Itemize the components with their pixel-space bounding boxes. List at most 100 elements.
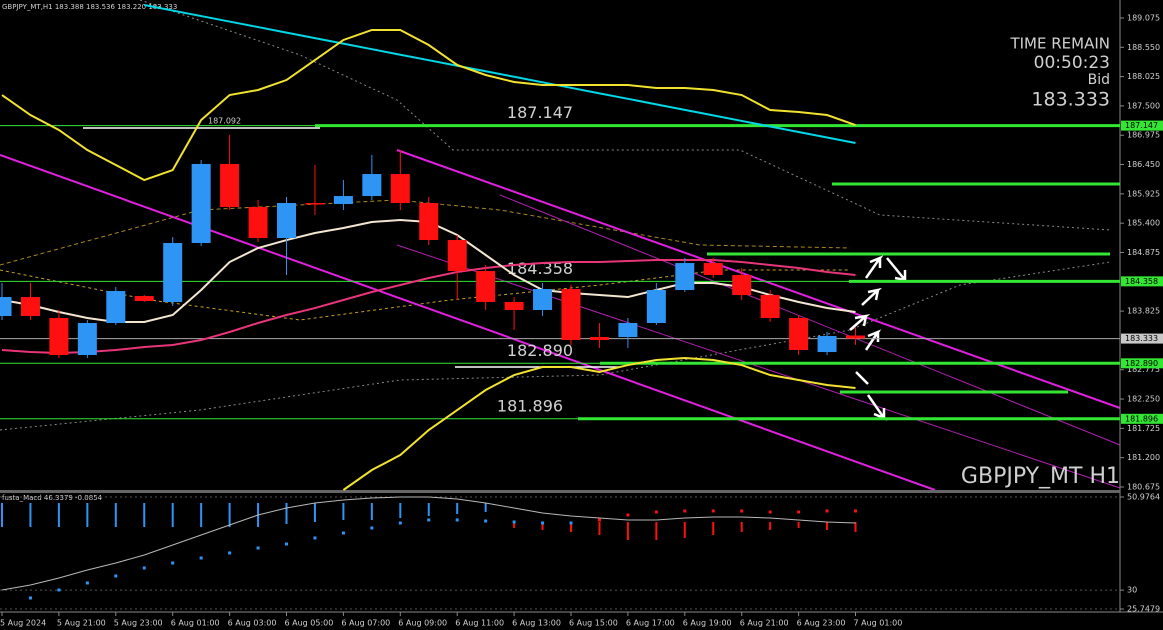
info-label: Bid (1088, 72, 1110, 88)
signal-dot (142, 566, 146, 570)
x-tick-label: 6 Aug 23:00 (797, 619, 846, 628)
signal-dot (313, 536, 317, 540)
axis-box (1121, 358, 1163, 369)
y-tick-label: 182.775 (1127, 365, 1160, 374)
candle-body (732, 275, 752, 296)
y-tick-label: 180.675 (1127, 482, 1160, 491)
candle-body (362, 174, 382, 197)
x-tick-label: 6 Aug 03:00 (228, 619, 277, 628)
arrow (861, 287, 883, 306)
candle-body (248, 207, 268, 239)
trend-line (396, 149, 1121, 409)
signal-dot (654, 510, 658, 514)
signal-dot (768, 510, 772, 514)
y-tick-label: 182.250 (1127, 395, 1160, 404)
axis-box-label: 181.896 (1125, 414, 1158, 423)
signal-dot (171, 561, 175, 565)
axis-box-label: 182.890 (1125, 359, 1158, 368)
signal-dot (285, 542, 288, 546)
candle-body (305, 203, 325, 205)
signal-dot (199, 556, 203, 560)
candle-body (561, 288, 581, 341)
x-tick-label: 6 Aug 17:00 (626, 619, 675, 628)
annotation: 187.092 (208, 117, 241, 126)
candle-body (447, 240, 467, 272)
indicator-line (144, 4, 856, 144)
signal-dot (256, 546, 260, 550)
trend-line (0, 154, 936, 491)
arrows (849, 255, 909, 421)
y-tick-label: 186.450 (1127, 160, 1160, 169)
candle-body (191, 163, 211, 243)
candle-body (789, 318, 809, 351)
signal-dot (455, 518, 459, 522)
signal-dot (541, 521, 545, 525)
x-tick-label: 7 Aug 01:00 (854, 619, 903, 628)
y-tick-label: 183.825 (1127, 307, 1160, 316)
subchart-title: fusta_Macd 46.3379 -0.0854 (2, 494, 103, 502)
y-tick-label: 186.975 (1127, 131, 1160, 140)
axis-box (1121, 333, 1163, 344)
info-value: 183.333 (1031, 89, 1110, 111)
signal-dot (370, 526, 374, 530)
y-tick-label: 188.025 (1127, 72, 1160, 81)
signal-dot (85, 581, 89, 585)
axis-box-label: 187.147 (1125, 121, 1158, 130)
arrow (866, 394, 888, 421)
x-tick-label: 6 Aug 07:00 (341, 619, 390, 628)
candle-body (618, 323, 638, 338)
x-tick-label: 6 Aug 15:00 (569, 619, 618, 628)
signal-dot (797, 510, 801, 514)
indicator-line (342, 357, 856, 491)
y-tick-label: 181.725 (1127, 424, 1160, 433)
x-tick-label: 6 Aug 01:00 (171, 619, 220, 628)
candle-body (0, 297, 12, 317)
x-tick-label: 6 Aug 11:00 (455, 619, 504, 628)
axis-box (1121, 120, 1163, 131)
indicator-line (1, 28, 856, 182)
x-tick-label: 5 Aug 21:00 (57, 619, 106, 628)
signal-dot (28, 596, 32, 600)
arrow (864, 329, 882, 351)
candle-body (476, 271, 496, 303)
candle-body (675, 263, 695, 291)
candle-body (49, 318, 69, 355)
trend-line (396, 244, 1121, 489)
y-tick-label: 50.9764 (1127, 493, 1160, 502)
cloud-edge (139, 0, 1111, 231)
cloud-edge (0, 261, 1111, 431)
candle-body (817, 336, 837, 353)
candle-body (504, 302, 524, 310)
signal-dot (740, 509, 744, 513)
y-tick-label: 185.400 (1127, 219, 1160, 228)
signal-dot (597, 518, 601, 522)
x-tick-label: 6 Aug 19:00 (683, 619, 732, 628)
arrow (849, 313, 871, 331)
signal-dot (711, 509, 715, 513)
x-tick-label: 6 Aug 05:00 (285, 619, 334, 628)
candle-body (277, 203, 296, 239)
candle-body (163, 242, 183, 303)
candle-body (77, 323, 97, 355)
indicator-line (1, 496, 856, 591)
signal-dot (512, 520, 516, 524)
signal-dot (484, 519, 488, 523)
candle-body (106, 291, 126, 324)
candle-body (646, 290, 666, 324)
info-value: 00:50:23 (1034, 53, 1110, 73)
signal-dot (341, 531, 345, 535)
y-tick-label: 25.7479 (1127, 605, 1160, 614)
signal-dot (683, 509, 687, 513)
signal-dot (57, 588, 61, 592)
axis-box-label: 183.333 (1125, 334, 1158, 343)
x-tick-label: 6 Aug 09:00 (398, 619, 447, 628)
level-label: 181.896 (497, 396, 563, 415)
y-tick-label: 187.500 (1127, 101, 1160, 110)
watermark: GBPJPY_MT H1 (961, 464, 1120, 489)
separator (0, 490, 1120, 493)
chart-title: GBPJPY_MT,H1 183.388 183.536 183.220 183… (2, 3, 177, 11)
candle-body (533, 288, 553, 310)
dashed-average (0, 199, 851, 266)
